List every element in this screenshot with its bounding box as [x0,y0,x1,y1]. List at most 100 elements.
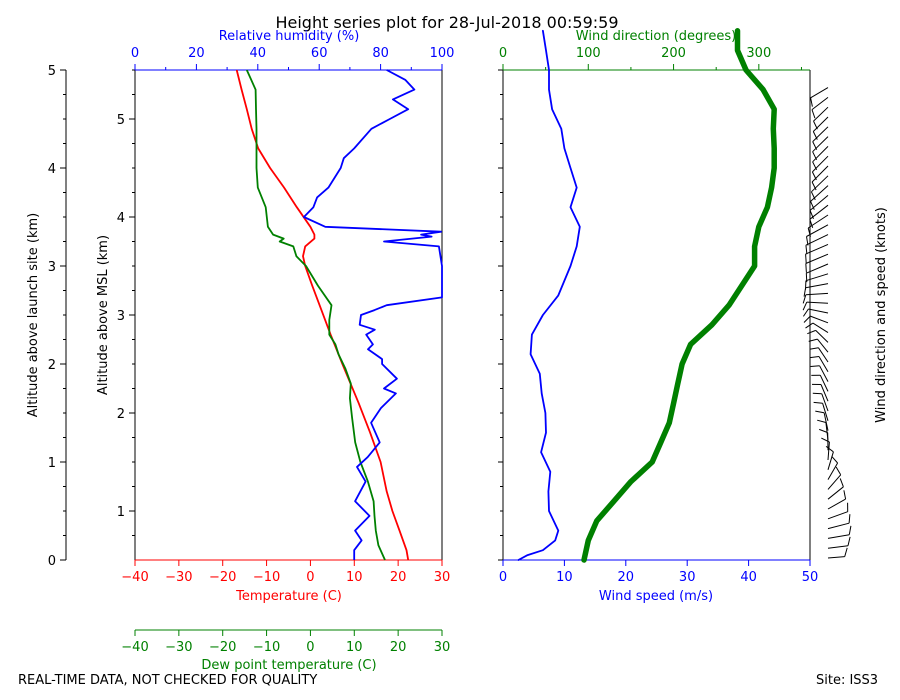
wind-barb [805,273,829,282]
wind-barb [827,511,848,520]
wind-barb [817,338,829,353]
dewpoint-tick-label: 20 [390,640,407,655]
wind-barb-flag [811,109,816,119]
wind-direction-tick-label: 300 [746,46,771,61]
wind-barb-flag [813,120,818,130]
wind-barb [805,234,829,246]
wind-barb [811,97,829,110]
wind-barb [819,365,829,382]
temperature-tick-label: 30 [434,570,451,585]
msl-altitude-tick-label: 4 [117,211,125,226]
wind-barb-flag [808,338,818,342]
launch-altitude-tick-label: 2 [48,358,56,373]
launch-altitude-tick-label: 3 [48,260,56,275]
temperature-tick-label: −20 [209,570,236,585]
wind-barb-flag [806,236,809,246]
wind-barb-flag [847,536,851,546]
wind-barb-flag [848,525,852,535]
dewpoint-axis-label: Dew point temperature (C) [201,658,376,673]
wind-barb-flag [805,273,808,283]
wind-barb [815,330,829,343]
wind-barb-flag [812,161,818,171]
wind-barb-flag [831,455,838,464]
wind-barb-flag [812,141,818,150]
dewpoint-tick-label: −40 [121,640,148,655]
wind-direction-tick-label: 200 [661,46,686,61]
wind-barb-flag [815,410,825,414]
wind-barb-flag [812,131,818,140]
wind-barb [827,522,850,530]
wind-barb-flag [810,191,816,201]
humidity-profile-line [302,69,443,560]
launch-altitude-axis-label: Altitude above launch site (km) [26,213,41,417]
wind-direction-profile-line [581,28,777,563]
humidity-axis-label: Relative humidity (%) [219,29,360,44]
wind-barb-flag [835,466,842,476]
msl-altitude-tick-label: 3 [117,309,125,324]
msl-altitude-axis-label: Altitude above MSL (km) [96,235,111,395]
wind-speed-tick-label: 40 [740,570,757,585]
temperature-tick-label: −30 [165,570,192,585]
wind-barb [825,422,829,441]
wind-barb-flag [802,294,807,304]
wind-barb-flag [809,347,819,350]
wind-barb-flag [819,428,828,434]
wind-barb-flag [803,315,811,323]
wind-barb [806,301,829,304]
wind-speed-tick-label: 0 [499,570,507,585]
wind-barb-flag [810,201,815,210]
wind-barb [812,322,829,334]
temperature-tick-label: 20 [390,570,407,585]
wind-barb [813,106,829,122]
wind-barb [806,263,829,274]
wind-barb-flag [807,329,816,335]
humidity-tick-label: 20 [188,46,205,61]
wind-barb [818,356,829,373]
wind-barb [811,165,829,183]
wind-barb [805,292,829,296]
temperature-tick-label: 10 [346,570,363,585]
launch-altitude-tick-label: 1 [48,456,56,471]
wind-barb [827,556,845,559]
wind-barb [822,403,829,421]
launch-altitude-tick-label: 4 [48,162,56,177]
wind-barb-flag [812,151,818,161]
footer-quality-note: REAL-TIME DATA, NOT CHECKED FOR QUALITY [18,673,318,688]
humidity-tick-label: 100 [430,46,455,61]
wind-barb [810,87,829,99]
wind-barb-flag [802,308,809,317]
dewpoint-tick-label: −10 [253,640,280,655]
wind-barb-flag [848,514,851,524]
temperature-profile-line [235,69,410,561]
wind-barb [827,462,839,480]
wind-barb [821,393,829,412]
wind-barb-flag [813,401,823,404]
launch-altitude-tick-label: 5 [48,64,56,79]
wind-barb [827,441,830,461]
temperature-axis-label: Temperature (C) [235,589,342,604]
wind-barb-flag [805,254,807,264]
footer-site-label: Site: ISS3 [816,673,879,688]
wind-barb [812,126,829,142]
wind-barb-flag [811,181,817,191]
wind-barb-flag [839,478,844,487]
wind-barb-flag [805,263,807,273]
wind-barb-axis-label: Wind direction and speed (knots) [874,207,889,423]
wind-barb [812,136,829,153]
wind-barb-flag [817,419,827,423]
wind-barb [810,185,829,202]
wind-barb [827,474,842,490]
wind-barb-flag [809,356,820,359]
dewpoint-tick-label: 30 [434,640,451,655]
wind-barb-flag [843,490,847,500]
msl-altitude-tick-label: 1 [117,505,125,520]
wind-barb-flag [825,445,834,453]
wind-speed-profile-line [517,29,581,561]
humidity-tick-label: 80 [372,46,389,61]
msl-altitude-tick-label: 5 [117,113,125,128]
dewpoint-profile-line [245,69,386,561]
wind-speed-tick-label: 20 [618,570,635,585]
wind-direction-tick-label: 100 [576,46,601,61]
